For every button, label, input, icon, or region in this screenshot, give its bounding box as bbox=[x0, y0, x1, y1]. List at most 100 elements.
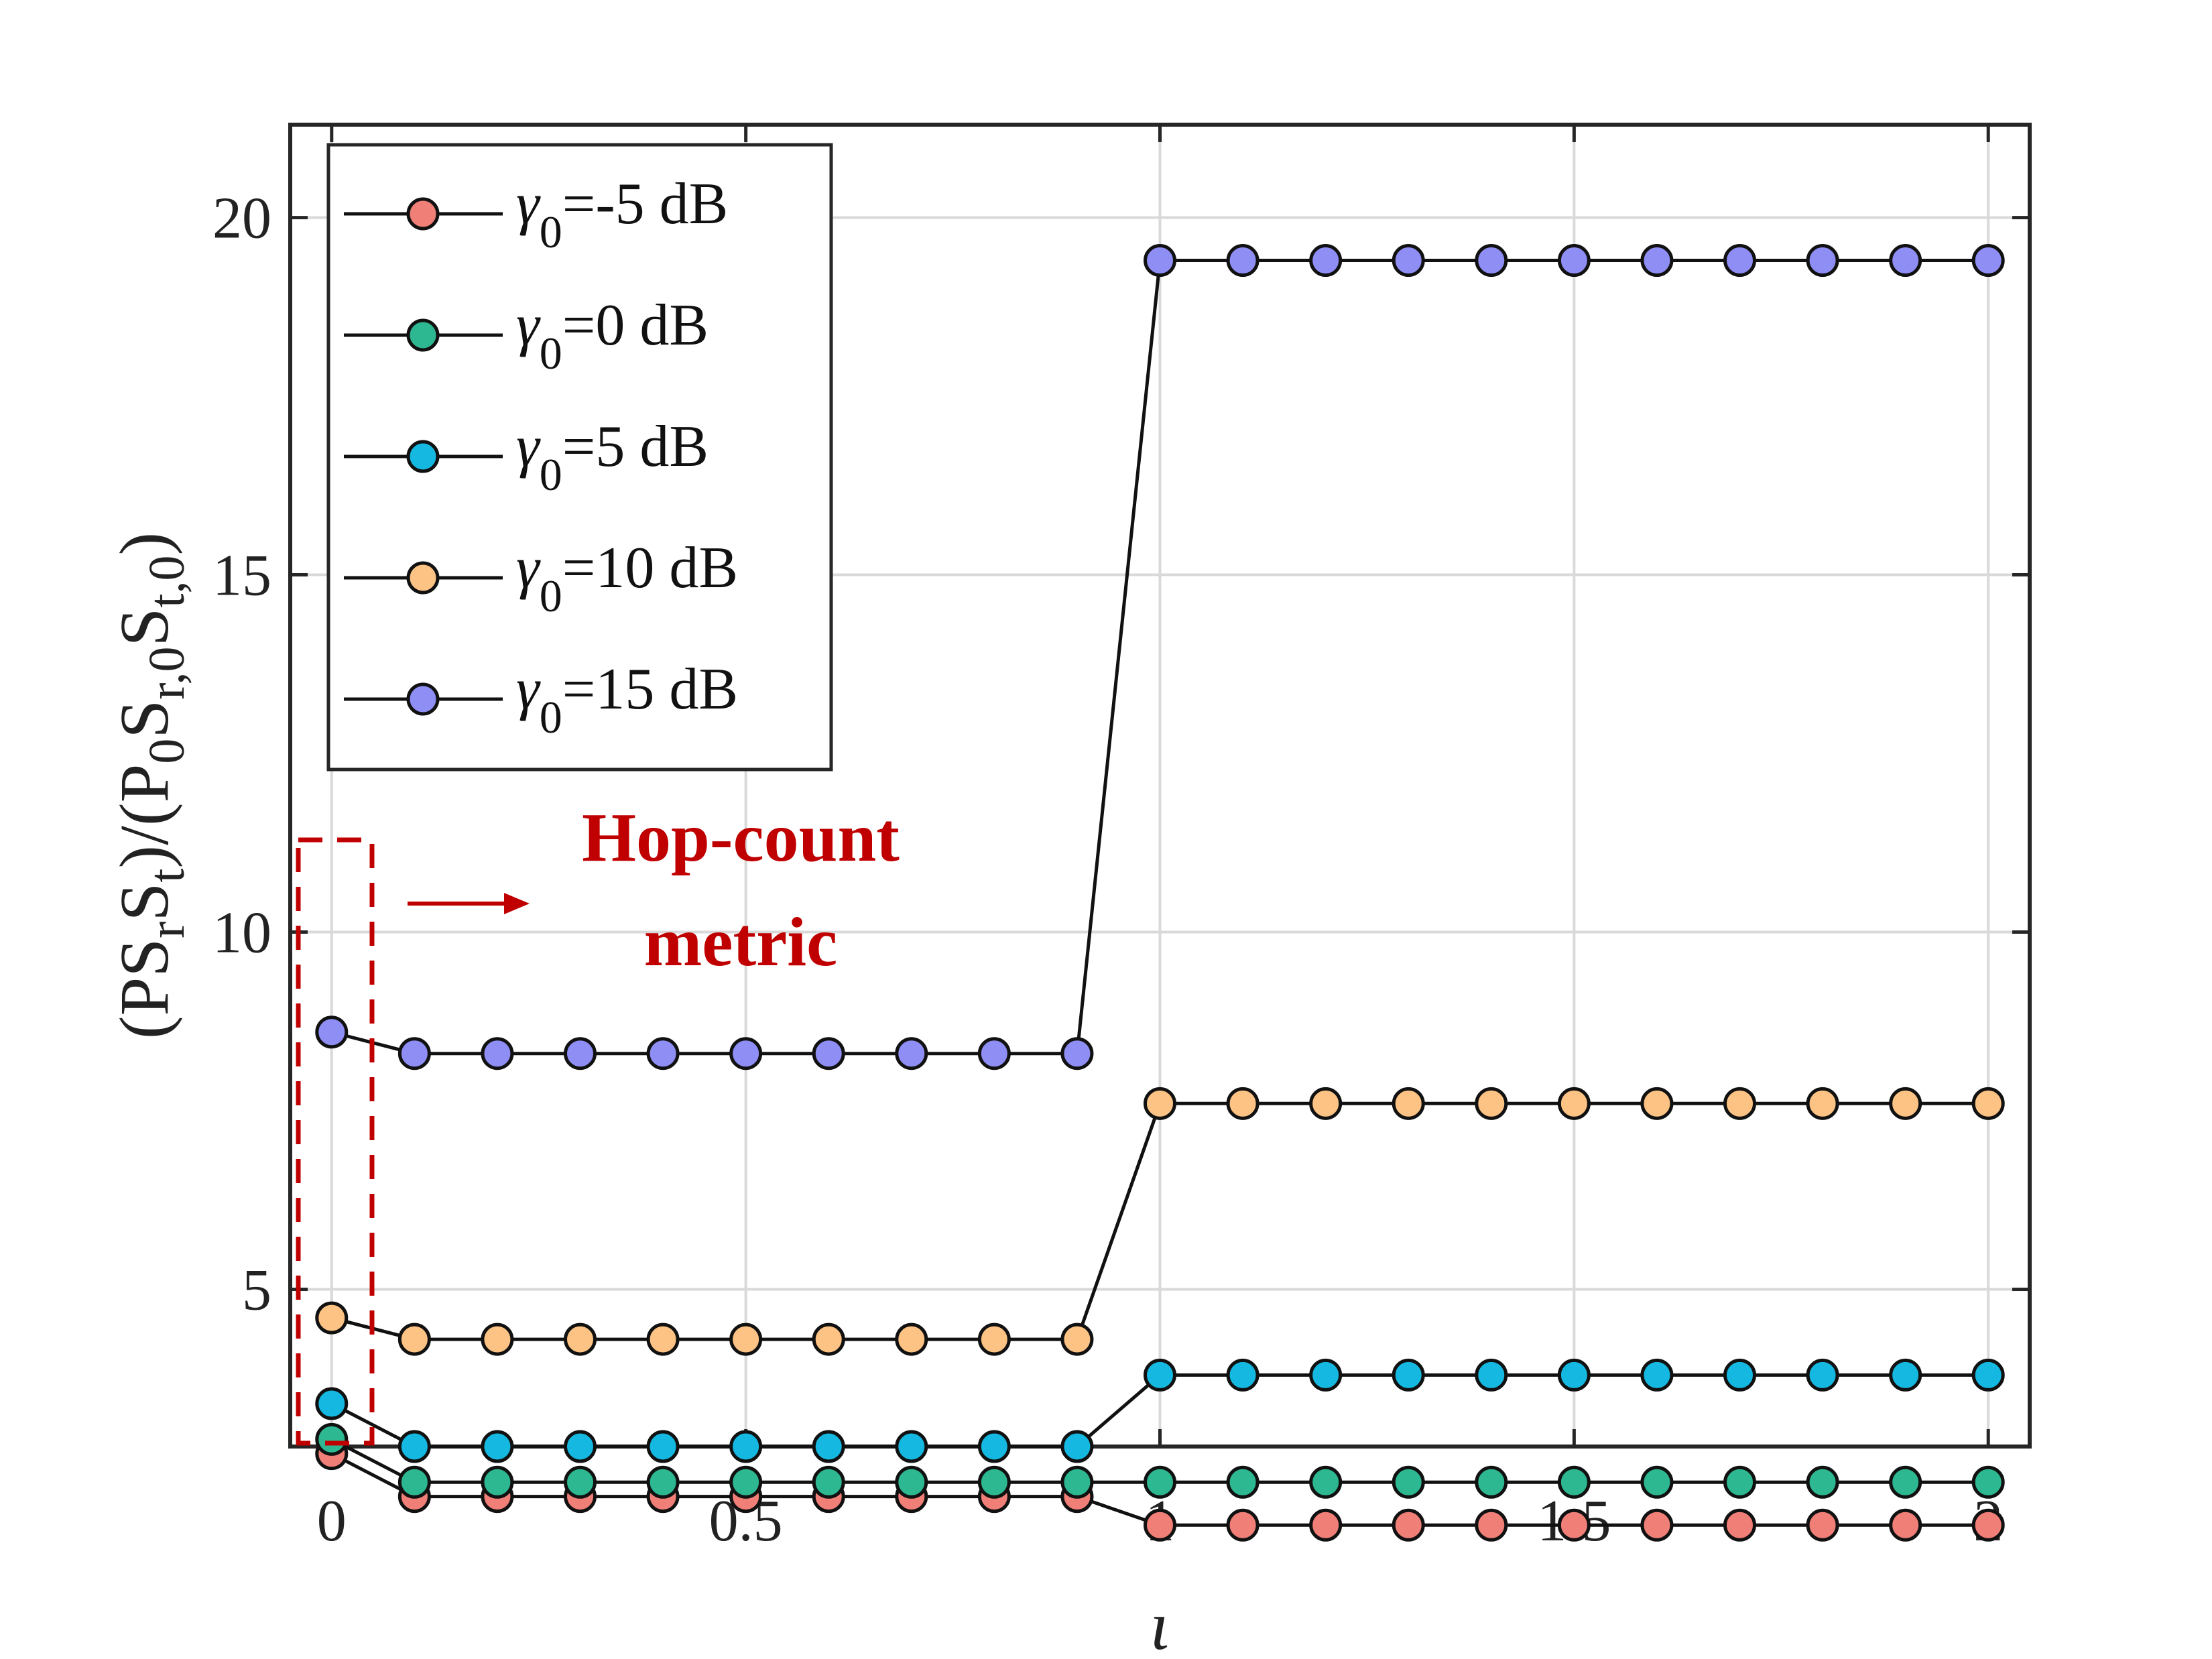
data-point bbox=[1723, 1358, 1756, 1392]
series-4 bbox=[315, 244, 2005, 1070]
data-point bbox=[564, 1323, 597, 1356]
data-point bbox=[1723, 244, 1756, 278]
data-point bbox=[977, 1037, 1011, 1070]
data-point bbox=[1971, 1508, 2005, 1542]
legend-label: γ0=5 dB bbox=[516, 414, 709, 500]
data-point bbox=[1475, 1465, 1508, 1499]
data-point bbox=[1060, 1323, 1094, 1356]
annotation-arrow-head bbox=[504, 893, 530, 914]
data-point bbox=[1971, 244, 2005, 278]
data-point bbox=[1723, 1508, 1756, 1542]
data-point bbox=[729, 1430, 763, 1463]
data-point bbox=[1392, 244, 1425, 278]
data-point bbox=[1640, 1358, 1674, 1392]
data-point bbox=[1889, 244, 1922, 278]
legend-label: γ0=-5 dB bbox=[516, 172, 728, 257]
data-point bbox=[729, 1037, 763, 1070]
data-point bbox=[397, 1037, 431, 1070]
legend-label: γ0=15 dB bbox=[516, 657, 738, 743]
y-tick-label: 5 bbox=[242, 1257, 271, 1323]
data-point bbox=[1557, 244, 1591, 278]
data-point bbox=[564, 1037, 597, 1070]
data-point bbox=[1557, 1087, 1591, 1120]
data-point bbox=[1060, 1430, 1094, 1463]
data-series bbox=[315, 244, 2005, 1542]
data-point bbox=[812, 1465, 845, 1499]
data-point bbox=[1889, 1087, 1922, 1120]
data-point bbox=[977, 1430, 1011, 1463]
data-point bbox=[1971, 1087, 2005, 1120]
data-point bbox=[1640, 1465, 1674, 1499]
y-label-sub-5: t,0 bbox=[139, 555, 195, 607]
data-point bbox=[646, 1037, 680, 1070]
data-point bbox=[895, 1430, 928, 1463]
data-point bbox=[315, 1422, 349, 1456]
data-point bbox=[1806, 1508, 1839, 1542]
x-tick-label: 0 bbox=[317, 1489, 347, 1554]
data-point bbox=[1806, 1087, 1839, 1120]
data-point bbox=[1226, 1508, 1259, 1542]
legend-label: γ0=10 dB bbox=[516, 536, 738, 621]
data-point bbox=[1806, 1465, 1839, 1499]
data-point bbox=[646, 1323, 680, 1356]
data-point bbox=[1309, 244, 1343, 278]
data-point bbox=[1557, 1465, 1591, 1499]
series-1 bbox=[315, 1422, 2005, 1499]
data-point bbox=[1226, 1087, 1259, 1120]
y-label-sub-2: t bbox=[139, 869, 195, 883]
data-point bbox=[1475, 1358, 1508, 1392]
data-point bbox=[315, 1016, 349, 1049]
data-point bbox=[481, 1037, 514, 1070]
data-point bbox=[481, 1323, 514, 1356]
data-point bbox=[315, 1387, 349, 1420]
data-point bbox=[564, 1430, 597, 1463]
data-point bbox=[895, 1465, 928, 1499]
data-point bbox=[1226, 1465, 1259, 1499]
y-tick-label: 20 bbox=[212, 186, 271, 251]
data-point bbox=[1475, 1087, 1508, 1120]
data-point bbox=[812, 1037, 845, 1070]
data-point bbox=[1144, 1508, 1176, 1542]
data-point bbox=[1060, 1037, 1094, 1070]
legend-marker bbox=[406, 318, 440, 352]
data-point bbox=[481, 1465, 514, 1499]
data-point bbox=[1144, 244, 1176, 278]
data-point bbox=[1392, 1087, 1425, 1120]
data-point bbox=[1392, 1508, 1425, 1542]
x-axis-label: ι bbox=[1150, 1587, 1170, 1659]
data-point bbox=[315, 1301, 349, 1335]
data-point bbox=[1144, 1087, 1176, 1120]
y-axis-label: (PSrSt)/(P0Sr,0St,0) bbox=[106, 532, 195, 1039]
data-point bbox=[1144, 1465, 1176, 1499]
data-point bbox=[397, 1323, 431, 1356]
data-point bbox=[1806, 244, 1839, 278]
annotation-dashed-box bbox=[296, 837, 375, 1446]
legend: γ0=-5 dB γ0=0 dB γ0=5 dB γ0=10 dB γ0=15 dB bbox=[326, 143, 833, 772]
annotation-text-line2: metric bbox=[644, 904, 838, 981]
data-point bbox=[1640, 1087, 1674, 1120]
data-point bbox=[1723, 1465, 1756, 1499]
y-label-sub-1: r bbox=[139, 922, 195, 938]
data-point bbox=[812, 1430, 845, 1463]
legend-marker bbox=[406, 561, 440, 595]
data-point bbox=[1392, 1465, 1425, 1499]
data-point bbox=[481, 1430, 514, 1463]
legend-entry-3: γ0=10 dB bbox=[344, 536, 738, 621]
legend-marker bbox=[406, 440, 440, 473]
y-label-sub-3: 0 bbox=[139, 739, 195, 764]
data-point bbox=[812, 1323, 845, 1356]
data-point bbox=[1309, 1465, 1343, 1499]
data-point bbox=[895, 1323, 928, 1356]
data-point bbox=[1889, 1508, 1922, 1542]
y-tick-label: 15 bbox=[212, 544, 271, 609]
legend-entry-1: γ0=0 dB bbox=[344, 293, 709, 379]
data-point bbox=[1971, 1465, 2005, 1499]
hop-count-annotation: Hop-count metric bbox=[296, 799, 900, 1446]
legend-marker bbox=[406, 197, 440, 231]
data-point bbox=[1971, 1358, 2005, 1392]
y-tick-label: 10 bbox=[212, 901, 271, 966]
data-point bbox=[1226, 244, 1259, 278]
data-point bbox=[1144, 1358, 1176, 1392]
series-3 bbox=[315, 1087, 2005, 1356]
